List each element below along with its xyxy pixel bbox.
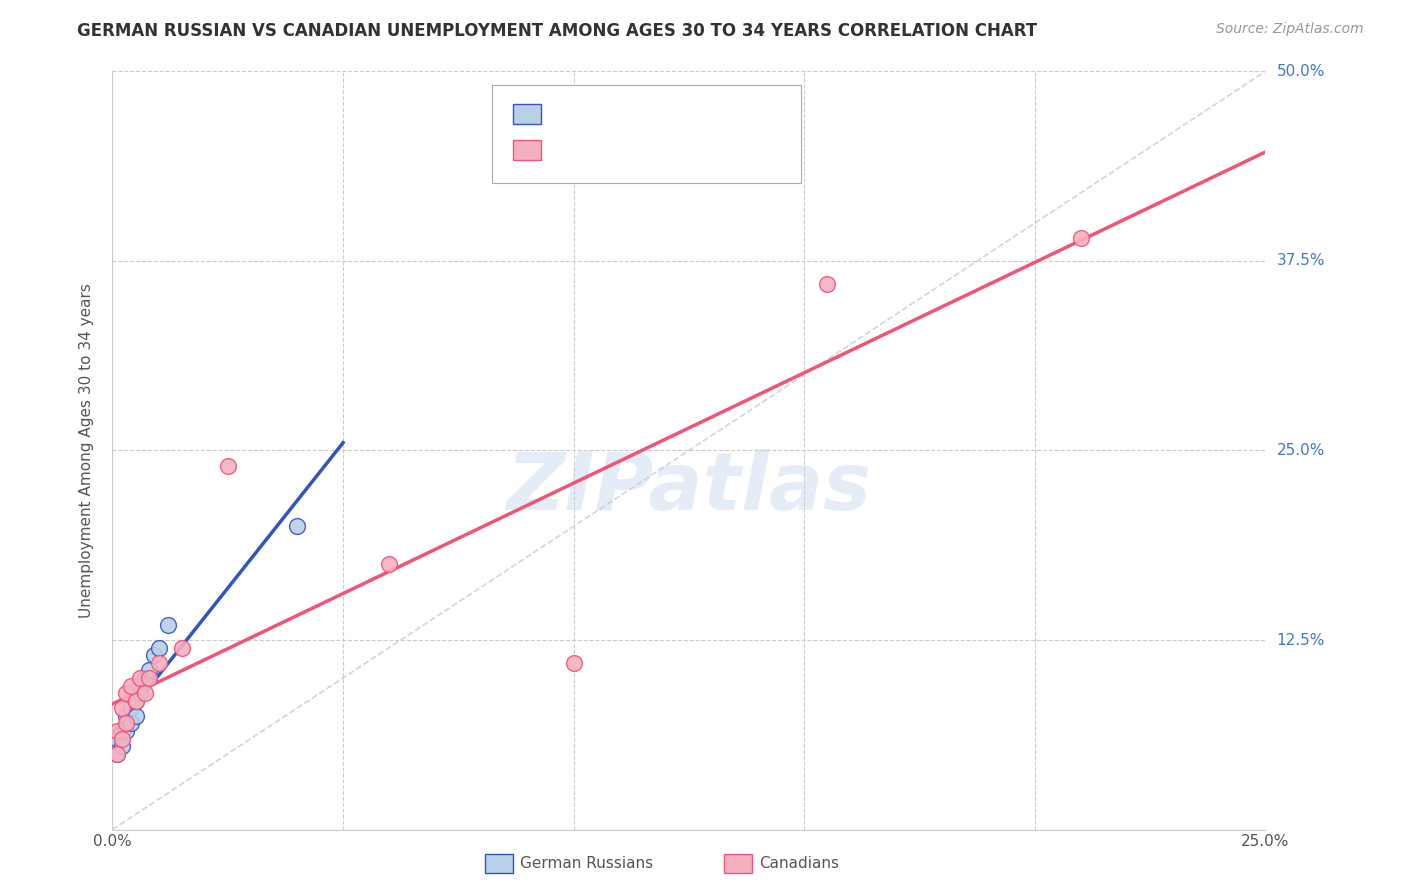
Text: R =: R = [553, 141, 589, 159]
Point [129, 671, 152, 685]
Point [143, 648, 166, 662]
Point [124, 708, 146, 723]
Point [129, 686, 152, 700]
Point [148, 656, 170, 670]
Point [217, 458, 239, 473]
Point [105, 724, 128, 739]
Point [111, 739, 134, 753]
Point [105, 731, 128, 746]
Text: R =: R = [553, 105, 589, 123]
Point [115, 716, 138, 731]
Point [105, 747, 128, 761]
Text: 0.767: 0.767 [595, 105, 647, 123]
Text: ZIPatlas: ZIPatlas [506, 450, 872, 527]
Text: 0.448: 0.448 [595, 141, 647, 159]
Point [111, 724, 134, 739]
Text: 17: 17 [683, 105, 706, 123]
Point [285, 519, 308, 533]
Point [378, 557, 401, 572]
Point [815, 277, 838, 291]
Point [1070, 231, 1092, 245]
Text: Canadians: Canadians [759, 856, 839, 871]
Point [138, 664, 160, 678]
Text: N =: N = [637, 105, 685, 123]
Text: 25.0%: 25.0% [1277, 443, 1324, 458]
Text: 18: 18 [683, 141, 706, 159]
Point [115, 724, 138, 739]
Point [115, 708, 138, 723]
Text: N =: N = [637, 141, 685, 159]
Point [562, 656, 585, 670]
Text: 12.5%: 12.5% [1277, 632, 1324, 648]
Point [134, 686, 156, 700]
Point [120, 678, 142, 692]
Point [134, 671, 156, 685]
Point [124, 694, 146, 708]
Point [120, 716, 142, 731]
Point [170, 640, 193, 655]
Point [120, 701, 142, 715]
Text: 37.5%: 37.5% [1277, 253, 1324, 268]
Point [111, 731, 134, 746]
Point [115, 686, 138, 700]
Y-axis label: Unemployment Among Ages 30 to 34 years: Unemployment Among Ages 30 to 34 years [79, 283, 94, 618]
Point [148, 640, 170, 655]
Point [111, 701, 134, 715]
Text: GERMAN RUSSIAN VS CANADIAN UNEMPLOYMENT AMONG AGES 30 TO 34 YEARS CORRELATION CH: GERMAN RUSSIAN VS CANADIAN UNEMPLOYMENT … [77, 22, 1038, 40]
Point [124, 694, 146, 708]
Text: 50.0%: 50.0% [1277, 64, 1324, 78]
Point [138, 671, 160, 685]
Text: Source: ZipAtlas.com: Source: ZipAtlas.com [1216, 22, 1364, 37]
Text: German Russians: German Russians [520, 856, 654, 871]
Point [105, 747, 128, 761]
Point [156, 617, 179, 632]
